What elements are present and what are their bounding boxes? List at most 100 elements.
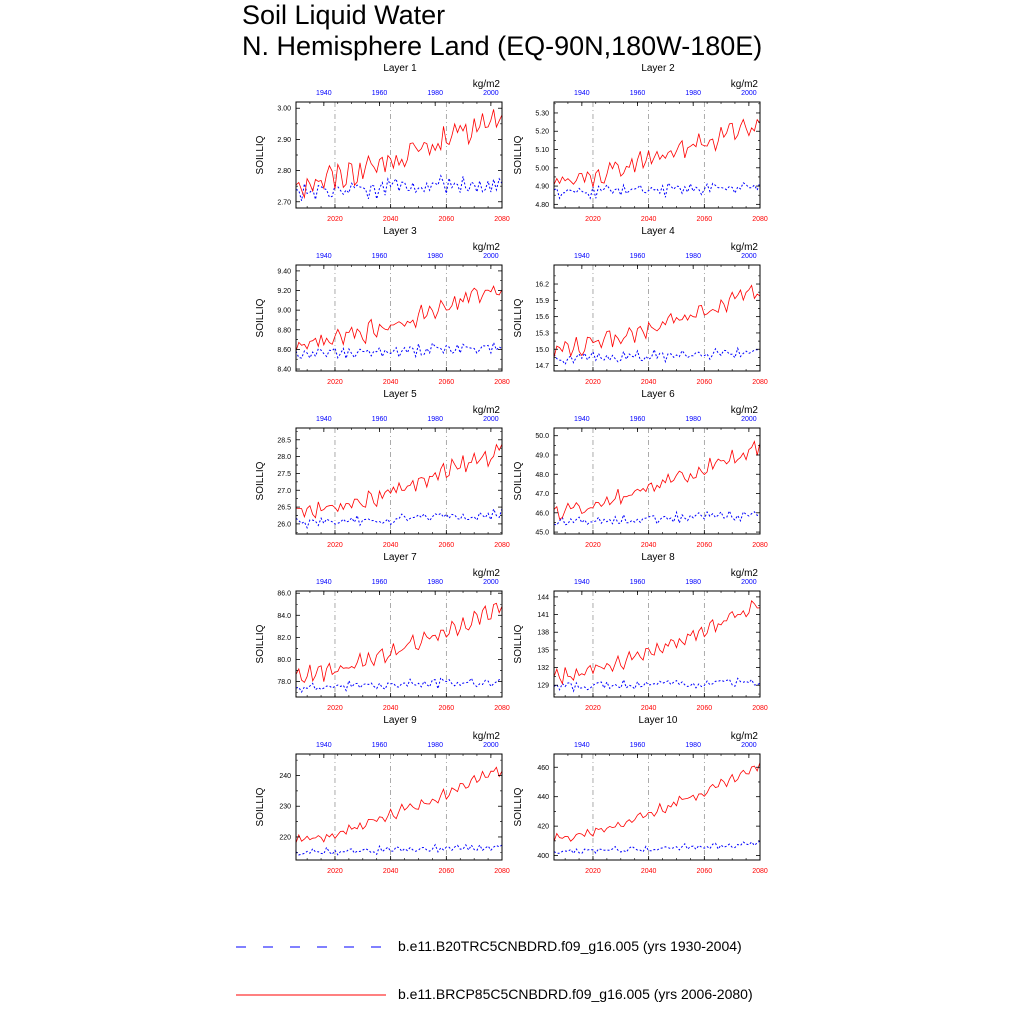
y-axis-label: SOILLIQ xyxy=(513,624,524,663)
series-historical xyxy=(553,181,761,200)
y-tick-label: 240 xyxy=(279,773,291,780)
series-rcp85 xyxy=(295,443,503,519)
y-tick-label: 26.5 xyxy=(277,505,291,512)
y-tick-label: 48.0 xyxy=(535,472,549,479)
panel-grid: Layer 1 kg/m2 SOILLIQ 2020 2040 2060 2080 1940 1… xyxy=(255,63,768,875)
y-tick-label: 420 xyxy=(537,824,549,831)
y-tick-label: 9.20 xyxy=(277,288,291,295)
x-tick-label-bottom: 2060 xyxy=(697,705,713,712)
chart-title-line-1: Soil Liquid Water xyxy=(242,0,446,30)
y-tick-label: 135 xyxy=(537,647,549,654)
y-tick-label: 15.6 xyxy=(535,314,549,321)
y-tick-label: 45.0 xyxy=(535,530,549,537)
y-tick-label: 230 xyxy=(279,804,291,811)
y-tick-label: 5.30 xyxy=(535,110,549,117)
x-tick-label-top: 1940 xyxy=(316,416,332,423)
panel-title: Layer 8 xyxy=(641,552,675,563)
y-tick-label: 49.0 xyxy=(535,452,549,459)
x-tick-label-bottom: 2020 xyxy=(327,542,343,549)
x-tick-label-bottom: 2080 xyxy=(494,542,510,549)
y-axis-label: SOILLIQ xyxy=(255,624,266,663)
y-tick-label: 27.0 xyxy=(277,488,291,495)
y-tick-label: 15.3 xyxy=(535,330,549,337)
x-tick-label-bottom: 2060 xyxy=(697,216,713,223)
y-tick-label: 9.00 xyxy=(277,308,291,315)
x-tick-label-top: 1980 xyxy=(427,253,443,260)
y-axis-label: SOILLIQ xyxy=(513,461,524,500)
x-tick-label-bottom: 2040 xyxy=(641,868,657,875)
y-tick-label: 8.60 xyxy=(277,347,291,354)
x-tick-label-bottom: 2040 xyxy=(383,705,399,712)
x-tick-label-top: 1940 xyxy=(574,579,590,586)
y-tick-label: 15.0 xyxy=(535,347,549,354)
y-tick-label: 50.0 xyxy=(535,433,549,440)
x-tick-label-bottom: 2080 xyxy=(752,216,768,223)
y-tick-label: 5.10 xyxy=(535,147,549,154)
x-tick-label-top: 1980 xyxy=(427,742,443,749)
y-tick-label: 400 xyxy=(537,853,549,860)
x-tick-label-top: 1960 xyxy=(372,253,388,260)
y-tick-label: 132 xyxy=(537,665,549,672)
x-tick-label-top: 2000 xyxy=(741,742,757,749)
y-tick-label: 129 xyxy=(537,683,549,690)
panel-title: Layer 1 xyxy=(383,63,417,74)
y-tick-label: 27.5 xyxy=(277,471,291,478)
plot-frame xyxy=(553,590,761,698)
panel-layer-2: Layer 2 kg/m2 SOILLIQ 2020 2040 2060 2080 1940 1… xyxy=(513,63,768,223)
x-tick-label-top: 1980 xyxy=(685,90,701,97)
y-tick-label: 78.0 xyxy=(277,679,291,686)
x-tick-label-top: 2000 xyxy=(741,416,757,423)
series-historical xyxy=(553,677,761,693)
x-tick-label-top: 1960 xyxy=(372,90,388,97)
x-tick-label-top: 1960 xyxy=(372,742,388,749)
x-tick-label-bottom: 2080 xyxy=(752,542,768,549)
x-tick-label-top: 1940 xyxy=(574,90,590,97)
x-tick-label-bottom: 2080 xyxy=(752,379,768,386)
x-tick-label-bottom: 2080 xyxy=(494,705,510,712)
y-tick-label: 8.40 xyxy=(277,367,291,374)
series-rcp85 xyxy=(295,285,503,352)
panel-layer-10: Layer 10 kg/m2 SOILLIQ 2020 2040 2060 2080 1940… xyxy=(513,715,768,875)
x-tick-label-bottom: 2080 xyxy=(494,379,510,386)
x-tick-label-bottom: 2080 xyxy=(752,705,768,712)
y-tick-label: 26.0 xyxy=(277,521,291,528)
panel-layer-3: Layer 3 kg/m2 SOILLIQ 2020 2040 2060 2080 1940 1… xyxy=(255,226,510,386)
units-label: kg/m2 xyxy=(473,731,501,742)
x-tick-label-bottom: 2020 xyxy=(585,705,601,712)
panel-title: Layer 10 xyxy=(639,715,678,726)
panel-title: Layer 2 xyxy=(641,63,675,74)
plot-frame xyxy=(295,427,503,535)
panels-svg: Layer 1 kg/m2 SOILLIQ 2020 2040 2060 2080 1940 1… xyxy=(255,63,768,875)
x-tick-label-bottom: 2040 xyxy=(383,542,399,549)
panel-title: Layer 4 xyxy=(641,226,675,237)
x-tick-label-bottom: 2060 xyxy=(439,542,455,549)
x-tick-label-top: 1980 xyxy=(427,579,443,586)
panel-layer-1: Layer 1 kg/m2 SOILLIQ 2020 2040 2060 2080 1940 1… xyxy=(255,63,510,223)
series-rcp85 xyxy=(553,762,761,842)
y-tick-label: 14.7 xyxy=(535,363,549,370)
x-tick-label-top: 2000 xyxy=(483,579,499,586)
y-tick-label: 47.0 xyxy=(535,491,549,498)
x-tick-label-bottom: 2060 xyxy=(697,868,713,875)
x-tick-label-bottom: 2060 xyxy=(439,868,455,875)
y-axis-label: SOILLIQ xyxy=(255,461,266,500)
x-tick-label-bottom: 2040 xyxy=(383,379,399,386)
y-tick-label: 2.80 xyxy=(277,168,291,175)
x-tick-label-bottom: 2060 xyxy=(439,379,455,386)
x-tick-label-bottom: 2080 xyxy=(494,868,510,875)
x-tick-label-top: 1980 xyxy=(685,253,701,260)
y-axis-label: SOILLIQ xyxy=(513,787,524,826)
plot-frame xyxy=(295,590,503,698)
panel-layer-5: Layer 5 kg/m2 SOILLIQ 2020 2040 2060 2080 1940 1… xyxy=(255,389,510,549)
panel-title: Layer 9 xyxy=(383,715,417,726)
chart-title-line-2: N. Hemisphere Land (EQ-90N,180W-180E) xyxy=(242,31,763,61)
y-tick-label: 28.0 xyxy=(277,454,291,461)
x-tick-label-bottom: 2020 xyxy=(327,216,343,223)
y-tick-label: 2.70 xyxy=(277,199,291,206)
y-tick-label: 2.90 xyxy=(277,137,291,144)
y-tick-label: 460 xyxy=(537,765,549,772)
panel-title: Layer 7 xyxy=(383,552,417,563)
x-tick-label-bottom: 2040 xyxy=(641,216,657,223)
x-tick-label-top: 1940 xyxy=(574,742,590,749)
x-tick-label-top: 1940 xyxy=(574,416,590,423)
